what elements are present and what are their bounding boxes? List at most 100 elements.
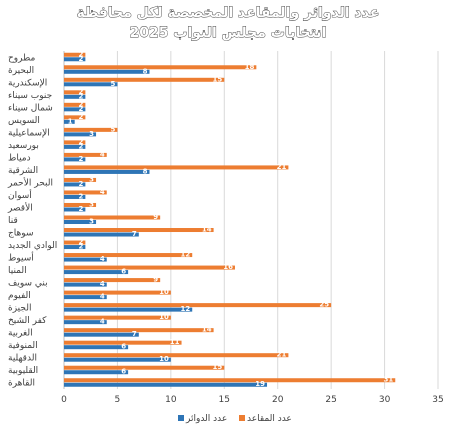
y-tick-label: بورسعيد [8,141,39,151]
data-label: 2 [78,138,83,146]
data-label: 2 [78,155,83,163]
data-label: 16 [223,263,233,271]
data-label: 2 [78,92,83,100]
data-label: 19 [255,380,265,388]
data-label: 10 [159,355,169,363]
x-tick-label: 0 [61,395,67,405]
data-label: 4 [100,188,105,196]
data-label: 2 [78,238,83,246]
bar-seats [64,278,161,283]
y-tick-label: المنوفية [8,341,38,351]
legend-label: عدد الدوائر [185,414,227,424]
y-axis: مطروح البحيرة الإسكندرية جنوب سيناء شمال سين… [7,53,57,388]
legend-label: عدد المقاعد [247,414,292,424]
bar-seats [64,215,161,220]
data-label: 2 [78,105,83,113]
data-label: 15 [213,363,223,371]
data-label: 3 [89,175,94,183]
data-label: 11 [170,338,180,346]
bar-districts [64,307,193,312]
data-label: 2 [78,180,83,188]
y-tick-label: الفيوم [8,291,31,301]
data-label: 3 [89,130,94,138]
y-tick-label: الوادي الجديد [8,241,57,251]
y-tick-label: كفر الشيخ [8,316,47,326]
data-label: 2 [78,100,83,108]
bar-seats [64,328,214,333]
bar-seats [64,77,225,82]
x-tick-label: 30 [379,395,391,405]
bar-districts [64,282,107,287]
bar-districts [64,357,171,362]
data-label: 21 [277,351,287,359]
bar-seats [64,253,193,258]
bar-seats [64,202,97,207]
x-tick-label: 15 [219,395,230,405]
data-label: 5 [111,125,116,133]
bar-districts [64,245,86,250]
data-label: 15 [213,75,223,83]
data-label: 2 [78,50,83,58]
bar-districts [64,270,129,275]
data-label: 12 [180,305,190,313]
chart-subtitle: انتخابات مجلس النواب 2025 [130,25,327,41]
chart-title: عدد الدوائر والمقاعد المخصصة لكل محافظة [77,5,380,21]
y-tick-label: البحر الأحمر [7,176,53,188]
data-label: 4 [100,150,105,158]
y-tick-label: البحيرة [8,66,34,76]
bar-seats [64,102,86,107]
x-tick-label: 10 [165,395,177,405]
data-label: 6 [121,268,126,276]
bar-districts [64,94,86,99]
y-tick-label: الأقصر [7,201,33,213]
y-tick-label: القاهرة [8,379,35,389]
legend-swatch [178,415,184,421]
data-label: 25 [319,301,329,309]
data-label: 3 [89,218,94,226]
data-label: 21 [277,163,287,171]
y-tick-label: سوهاج [8,229,34,239]
bar-seats [64,353,289,358]
bar-districts [64,107,86,112]
bar-seats [64,52,86,57]
data-label: 4 [100,318,105,326]
data-label: 7 [132,330,137,338]
bar-seats [64,228,214,233]
data-label: 4 [100,255,105,263]
bar-seats [64,140,86,145]
y-tick-label: الغربية [8,329,33,339]
data-label: 2 [78,205,83,213]
bars [64,52,396,387]
x-tick-label: 35 [432,395,443,405]
data-label: 2 [78,243,83,251]
bar-seats [64,165,289,170]
x-tick-label: 5 [115,395,121,405]
bar-seats [64,340,182,345]
data-label: 1 [68,117,73,125]
bar-seats [64,303,332,308]
data-label: 12 [180,251,190,259]
y-tick-label: أسيوط [8,252,34,264]
data-label: 2 [78,113,83,121]
data-label: 4 [100,280,105,288]
data-label: 31 [384,376,394,384]
data-label: 2 [78,142,83,150]
bar-districts [64,69,150,74]
gridlines [63,51,439,389]
data-label: 9 [153,213,158,221]
bar-districts [64,257,107,262]
bar-districts [64,169,150,174]
data-label: 14 [202,326,212,334]
legend-swatch [239,415,245,421]
bar-districts [64,194,86,199]
data-labels: 2281851522221235222482123242339714224126… [68,50,394,388]
bar-seats [64,240,86,245]
y-tick-label: جنوب سيناء [8,91,52,101]
data-label: 3 [89,200,94,208]
data-label: 18 [245,63,255,71]
data-label: 10 [159,313,169,321]
bar-districts [64,157,86,162]
bar-seats [64,65,257,70]
bar-seats [64,265,235,270]
